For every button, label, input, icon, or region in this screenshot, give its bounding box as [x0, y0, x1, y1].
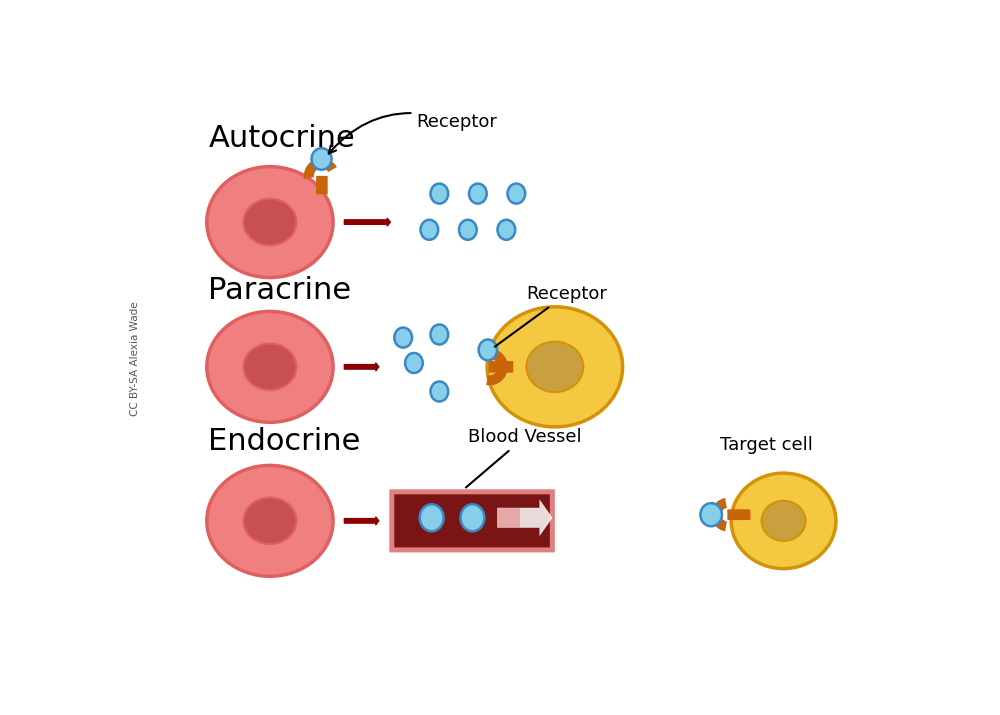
- Ellipse shape: [700, 503, 722, 526]
- Ellipse shape: [487, 307, 623, 427]
- Ellipse shape: [207, 312, 333, 423]
- Ellipse shape: [420, 220, 438, 240]
- Ellipse shape: [507, 184, 525, 204]
- FancyBboxPatch shape: [389, 489, 555, 553]
- Ellipse shape: [420, 504, 444, 531]
- Ellipse shape: [394, 327, 412, 347]
- Text: Receptor: Receptor: [495, 285, 607, 347]
- Ellipse shape: [207, 465, 333, 576]
- FancyBboxPatch shape: [394, 494, 550, 548]
- Ellipse shape: [731, 473, 836, 568]
- Ellipse shape: [461, 504, 484, 531]
- Text: Autocrine: Autocrine: [208, 124, 355, 154]
- Wedge shape: [304, 158, 337, 179]
- Ellipse shape: [243, 498, 296, 544]
- Ellipse shape: [430, 325, 448, 345]
- Text: Endocrine: Endocrine: [208, 427, 361, 456]
- Ellipse shape: [459, 220, 477, 240]
- Ellipse shape: [207, 167, 333, 277]
- Wedge shape: [486, 348, 508, 385]
- FancyBboxPatch shape: [489, 361, 513, 373]
- Ellipse shape: [762, 500, 806, 541]
- Text: CC BY-SA Alexia Wade: CC BY-SA Alexia Wade: [130, 302, 140, 416]
- Text: Receptor: Receptor: [329, 112, 497, 154]
- Text: Target cell: Target cell: [720, 436, 813, 454]
- Ellipse shape: [526, 342, 583, 392]
- Ellipse shape: [479, 340, 497, 360]
- FancyBboxPatch shape: [727, 509, 750, 520]
- Wedge shape: [711, 498, 727, 531]
- Ellipse shape: [430, 382, 448, 402]
- Ellipse shape: [430, 184, 448, 204]
- Text: Blood Vessel: Blood Vessel: [466, 428, 581, 488]
- Ellipse shape: [469, 184, 487, 204]
- Text: Paracrine: Paracrine: [208, 276, 351, 305]
- Ellipse shape: [243, 199, 296, 245]
- FancyBboxPatch shape: [316, 176, 328, 194]
- Polygon shape: [497, 499, 553, 536]
- Ellipse shape: [243, 344, 296, 390]
- Ellipse shape: [497, 220, 515, 240]
- Ellipse shape: [312, 148, 332, 169]
- Ellipse shape: [405, 353, 423, 373]
- Polygon shape: [497, 508, 520, 528]
